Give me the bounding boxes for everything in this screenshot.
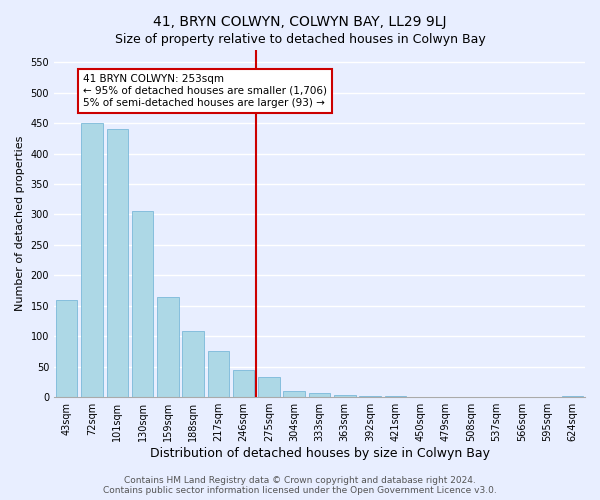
- Bar: [283, 391, 305, 397]
- Text: 41, BRYN COLWYN, COLWYN BAY, LL29 9LJ: 41, BRYN COLWYN, COLWYN BAY, LL29 9LJ: [153, 15, 447, 29]
- X-axis label: Distribution of detached houses by size in Colwyn Bay: Distribution of detached houses by size …: [149, 447, 490, 460]
- Text: 41 BRYN COLWYN: 253sqm
← 95% of detached houses are smaller (1,706)
5% of semi-d: 41 BRYN COLWYN: 253sqm ← 95% of detached…: [83, 74, 327, 108]
- Bar: [107, 129, 128, 397]
- Bar: [385, 396, 406, 397]
- Text: Contains HM Land Registry data © Crown copyright and database right 2024.
Contai: Contains HM Land Registry data © Crown c…: [103, 476, 497, 495]
- Bar: [309, 393, 330, 397]
- Bar: [208, 352, 229, 397]
- Bar: [359, 396, 381, 397]
- Bar: [258, 377, 280, 397]
- Bar: [81, 123, 103, 397]
- Bar: [334, 396, 356, 397]
- Text: Size of property relative to detached houses in Colwyn Bay: Size of property relative to detached ho…: [115, 32, 485, 46]
- Bar: [132, 212, 153, 397]
- Bar: [562, 396, 583, 397]
- Bar: [157, 296, 179, 397]
- Bar: [233, 370, 254, 397]
- Bar: [182, 332, 204, 397]
- Bar: [56, 300, 77, 397]
- Y-axis label: Number of detached properties: Number of detached properties: [15, 136, 25, 311]
